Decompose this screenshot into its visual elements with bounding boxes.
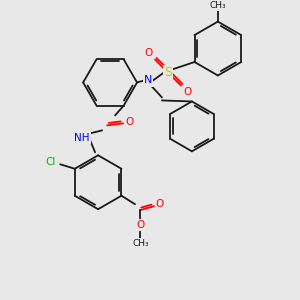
Text: O: O: [144, 47, 152, 58]
Text: O: O: [156, 199, 164, 209]
Text: O: O: [136, 220, 144, 230]
Text: CH₃: CH₃: [133, 238, 149, 247]
Text: Cl: Cl: [45, 157, 56, 167]
Text: CH₃: CH₃: [209, 1, 226, 10]
Text: O: O: [184, 88, 192, 98]
Text: O: O: [125, 117, 133, 128]
Text: NH: NH: [74, 134, 90, 143]
Text: S: S: [164, 66, 172, 79]
Text: N: N: [144, 76, 152, 85]
